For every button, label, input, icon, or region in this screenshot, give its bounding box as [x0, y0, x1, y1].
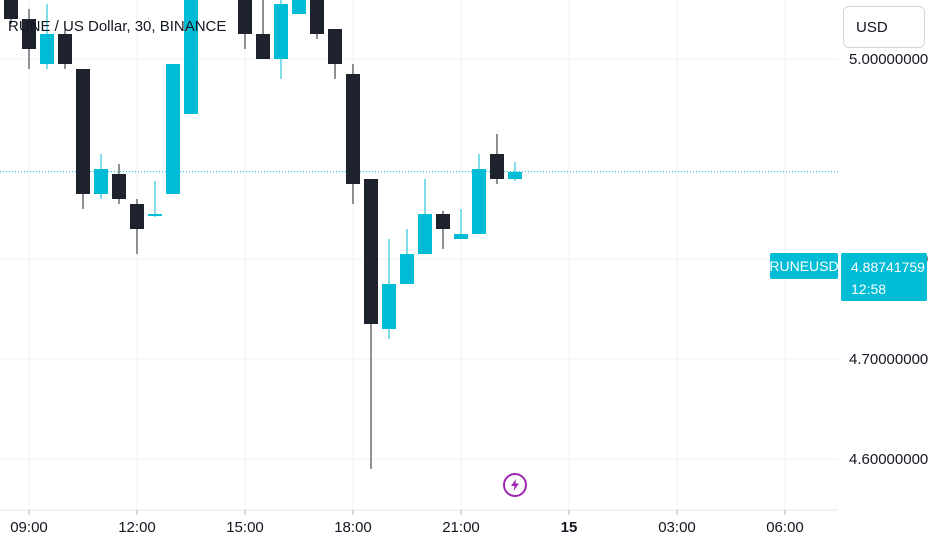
candle-down[interactable]: [58, 24, 72, 69]
candle-down[interactable]: [256, 0, 270, 59]
candle-down[interactable]: [22, 9, 36, 69]
candle-up[interactable]: [508, 162, 522, 181]
candle-up[interactable]: [382, 239, 396, 339]
candle-down[interactable]: [364, 179, 378, 469]
candle-up[interactable]: [148, 181, 162, 217]
bar-countdown: 12:58: [851, 281, 887, 297]
candle-body: [310, 0, 324, 34]
candle-body: [508, 172, 522, 179]
candle-series: [4, 0, 522, 469]
candle-body: [382, 284, 396, 329]
candle-body: [58, 34, 72, 64]
candle-body: [490, 154, 504, 179]
currency-label: USD: [856, 19, 888, 36]
candle-down[interactable]: [328, 29, 342, 79]
candle-down[interactable]: [346, 64, 360, 204]
candle-down[interactable]: [238, 0, 252, 49]
time-tick-label: 12:00: [118, 519, 156, 536]
candle-body: [22, 19, 36, 49]
candle-body: [76, 69, 90, 194]
candle-up[interactable]: [418, 179, 432, 254]
candle-body: [274, 4, 288, 59]
candle-up[interactable]: [40, 4, 54, 69]
candle-body: [130, 204, 144, 229]
candle-down[interactable]: [310, 0, 324, 39]
candle-up[interactable]: [292, 0, 306, 14]
candle-body: [4, 0, 18, 19]
candle-body: [364, 179, 378, 324]
candle-up[interactable]: [166, 64, 180, 194]
candle-down[interactable]: [130, 199, 144, 254]
candle-up[interactable]: [472, 154, 486, 234]
candle-body: [454, 234, 468, 239]
candle-up[interactable]: [274, 0, 288, 79]
candle-body: [166, 64, 180, 194]
chart-title: RUNE / US Dollar, 30, BINANCE: [8, 18, 227, 35]
candle-body: [184, 0, 198, 114]
candle-body: [112, 174, 126, 199]
candle-down[interactable]: [490, 134, 504, 184]
candle-up[interactable]: [454, 209, 468, 239]
time-tick-label: 03:00: [658, 519, 696, 536]
candle-body: [328, 29, 342, 64]
symbol-price-label: RUNEUSD: [769, 253, 839, 279]
time-tick-label: 15: [561, 519, 578, 536]
time-tick-label: 21:00: [442, 519, 480, 536]
candle-body: [436, 214, 450, 229]
time-tick-label: 15:00: [226, 519, 264, 536]
candle-body: [472, 169, 486, 234]
candle-body: [346, 74, 360, 184]
candle-body: [94, 169, 108, 194]
candle-down[interactable]: [112, 164, 126, 204]
candle-body: [148, 214, 162, 216]
candle-down[interactable]: [436, 211, 450, 249]
candle-up[interactable]: [184, 0, 198, 114]
candle-up[interactable]: [94, 154, 108, 199]
currency-selector-button[interactable]: USD: [843, 6, 925, 48]
price-tick-label: 4.60000000: [849, 451, 928, 468]
candle-body: [292, 0, 306, 14]
time-axis[interactable]: 09:00 12:00 15:00 18:00 21:00 15 03:00 06:00: [0, 509, 838, 536]
time-tick-label: 09:00: [10, 519, 48, 536]
candle-up[interactable]: [400, 229, 414, 284]
last-price-badge: 4.88741759 12:58: [841, 253, 927, 301]
candle-down[interactable]: [4, 0, 18, 24]
chart-grid: [0, 0, 838, 510]
candle-body: [238, 0, 252, 34]
candle-body: [40, 34, 54, 64]
last-price-value: 4.88741759: [851, 259, 925, 275]
candle-down[interactable]: [76, 69, 90, 209]
price-tick-label: 4.70000000: [849, 351, 928, 368]
price-axis[interactable]: 5.200000005.100000005.000000004.80000000…: [849, 0, 928, 468]
candle-body: [400, 254, 414, 284]
time-tick-label: 18:00: [334, 519, 372, 536]
lightning-bolt-icon[interactable]: [503, 473, 527, 497]
price-tick-label: 5.00000000: [849, 51, 928, 68]
candle-body: [256, 34, 270, 59]
candle-body: [418, 214, 432, 254]
time-tick-label: 06:00: [766, 519, 804, 536]
